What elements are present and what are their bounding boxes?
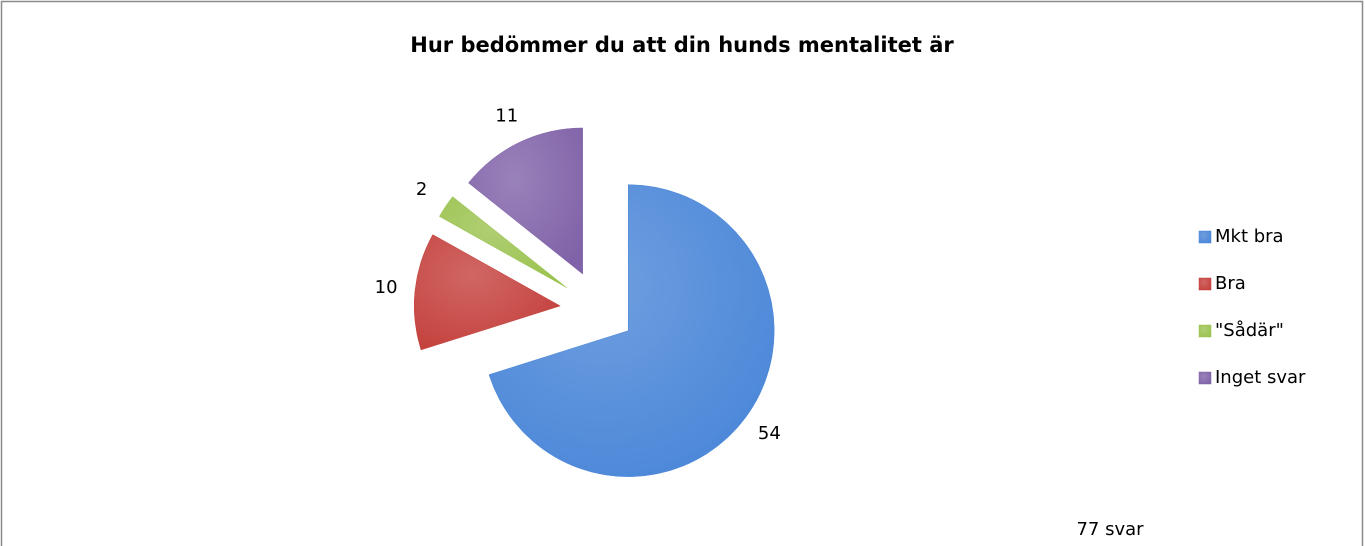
legend-swatch: [1198, 277, 1212, 291]
annotation: 77 svar: [1076, 519, 1144, 540]
data-label: 54: [758, 423, 781, 444]
pie-slice: [488, 184, 775, 477]
pie-slice: [468, 127, 583, 275]
pie-slice: [439, 196, 567, 288]
legend-swatch: [1198, 230, 1212, 244]
pie-slice: [414, 234, 561, 351]
legend-label: "Sådär": [1215, 320, 1284, 341]
data-label: 11: [495, 105, 518, 126]
legend-swatch: [1198, 371, 1212, 385]
legend-label: Inget svar: [1215, 367, 1306, 388]
data-label: 2: [416, 179, 427, 200]
legend-label: Bra: [1215, 273, 1246, 294]
data-label: 10: [375, 277, 398, 298]
chart-title: Hur bedömmer du att din hunds mentalitet…: [410, 33, 954, 57]
legend-swatch: [1198, 324, 1212, 338]
legend-label: Mkt bra: [1215, 226, 1284, 247]
